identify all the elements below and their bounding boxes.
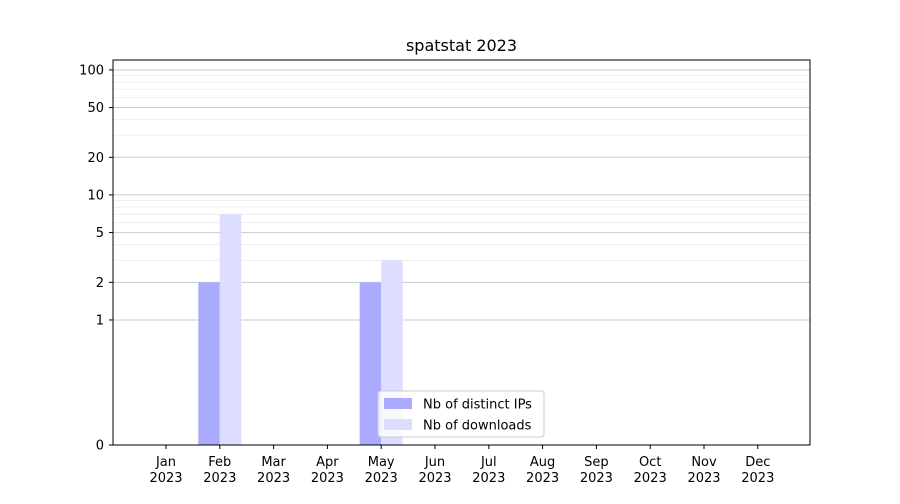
y-tick-label: 100 [79, 63, 104, 78]
x-tick-label-year: 2023 [365, 471, 398, 486]
x-tick-label-year: 2023 [311, 471, 344, 486]
legend-label: Nb of distinct IPs [423, 398, 532, 413]
legend-swatch [384, 398, 412, 409]
y-tick-label: 10 [87, 188, 104, 203]
x-tick-label-month: Mar [261, 455, 286, 470]
bar-nb-of-distinct-ips-may [359, 282, 382, 445]
plot-frame [112, 59, 811, 446]
x-tick-label-month: May [368, 455, 395, 470]
x-tick-label-month: Feb [208, 455, 231, 470]
x-tick-label-month: Sep [584, 455, 609, 470]
y-tick-label: 5 [96, 226, 104, 241]
legend-box [377, 390, 545, 438]
x-tick-label-year: 2023 [257, 471, 290, 486]
x-tick-label-year: 2023 [526, 471, 559, 486]
x-tick-label-year: 2023 [687, 471, 720, 486]
x-tick-label-year: 2023 [418, 471, 451, 486]
x-tick-label-month: Nov [691, 455, 717, 470]
bar-nb-of-downloads-feb [219, 214, 242, 445]
bar-nb-of-distinct-ips-feb [198, 282, 220, 445]
y-tick-label: 2 [96, 276, 104, 291]
x-tick-label-month: Jul [480, 455, 497, 470]
chart-title: spatstat 2023 [406, 36, 517, 55]
x-tick-label-year: 2023 [203, 471, 236, 486]
x-tick-label-month: Oct [639, 455, 661, 470]
x-tick-label-month: Aug [530, 455, 555, 470]
x-tick-label-month: Jan [155, 455, 176, 470]
y-tick-label: 20 [87, 151, 104, 166]
legend-label: Nb of downloads [423, 419, 532, 434]
x-tick-label-month: Dec [745, 455, 770, 470]
y-tick-label: 0 [96, 439, 104, 454]
x-tick-label-year: 2023 [634, 471, 667, 486]
legend-swatch [384, 419, 412, 430]
x-tick-label-month: Apr [316, 455, 339, 470]
x-tick-label-year: 2023 [149, 471, 182, 486]
x-tick-label-year: 2023 [472, 471, 505, 486]
x-tick-label-month: Jun [424, 455, 445, 470]
x-tick-label-year: 2023 [580, 471, 613, 486]
y-tick-label: 50 [87, 101, 104, 116]
x-tick-label-year: 2023 [741, 471, 774, 486]
y-tick-label: 1 [96, 313, 104, 328]
